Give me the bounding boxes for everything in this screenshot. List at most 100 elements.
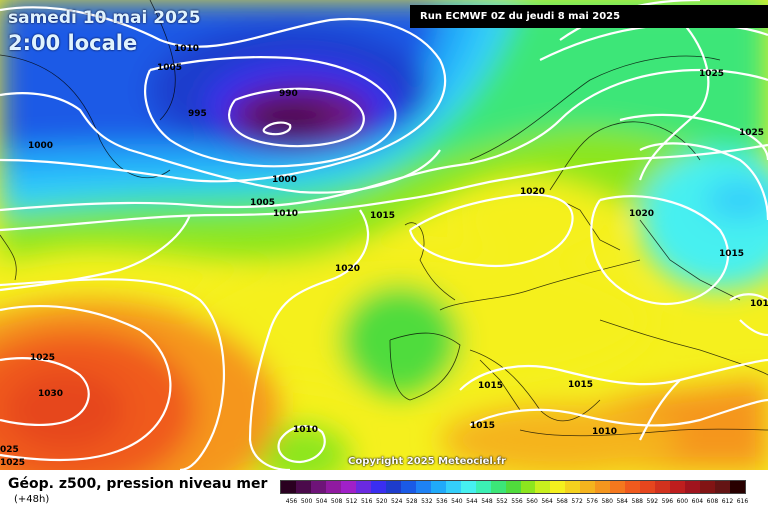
colorbar-tick-label: 524 <box>391 498 403 505</box>
colorbar-swatch <box>670 481 686 493</box>
colorbar <box>280 480 746 494</box>
colorbar-tick-label: 548 <box>481 498 493 505</box>
colorbar-swatch <box>685 481 701 493</box>
colorbar-tick-label: 580 <box>601 498 613 505</box>
colorbar-swatch <box>520 481 536 493</box>
isobar-label: 1010 <box>293 425 318 435</box>
isobar-label: 1030 <box>38 389 63 399</box>
copyright-text: Copyright 2025 Meteociel.fr <box>348 456 506 467</box>
colorbar-swatch <box>281 481 296 493</box>
colorbar-swatch <box>550 481 566 493</box>
colorbar-swatch <box>595 481 611 493</box>
colorbar-swatch <box>565 481 581 493</box>
isobar-label: 101 <box>750 299 768 309</box>
colorbar-tick-label: 544 <box>466 498 478 505</box>
colorbar-tick-label: 568 <box>556 498 568 505</box>
colorbar-tick-label: 564 <box>541 498 553 505</box>
colorbar-swatch <box>370 481 386 493</box>
colorbar-swatch <box>385 481 401 493</box>
colorbar-swatch <box>505 481 521 493</box>
colorbar-swatch <box>415 481 431 493</box>
colorbar-tick-label: 588 <box>631 498 643 505</box>
colorbar-tick-label: 572 <box>571 498 583 505</box>
isobar-label: 1015 <box>370 211 395 221</box>
isobar-label: 1025 <box>739 128 764 138</box>
isobar-label: 1020 <box>629 209 654 219</box>
isobar-label: 1025 <box>30 353 55 363</box>
colorbar-swatch <box>625 481 641 493</box>
colorbar-tick-label: 532 <box>421 498 433 505</box>
isobar-label: 990 <box>279 89 298 99</box>
colorbar-swatch <box>325 481 341 493</box>
isobar-label: 1025 <box>0 458 25 468</box>
colorbar-swatch <box>355 481 371 493</box>
colorbar-swatch <box>340 481 356 493</box>
colorbar-swatch <box>460 481 476 493</box>
colorbar-tick-label: 556 <box>511 498 523 505</box>
colorbar-swatch <box>310 481 326 493</box>
colorbar-tick-label: 516 <box>360 498 373 505</box>
colorbar-tick-label: 520 <box>375 498 388 505</box>
colorbar-swatch <box>610 481 626 493</box>
colorbar-tick-label: 560 <box>526 498 538 505</box>
isobar-labels: 1010 1005 995 990 1000 1000 1005 1010 10… <box>0 44 768 468</box>
isobar-label: 1015 <box>719 249 744 259</box>
colorbar-swatch <box>535 481 551 493</box>
isobar-label: 1015 <box>470 421 495 431</box>
colorbar-ticks: 456 500 504 508 512 516 520 524 528 532 536 540 544 5… <box>280 498 756 508</box>
colorbar-swatch <box>580 481 596 493</box>
colorbar-tick-label: 456 <box>285 498 298 505</box>
colorbar-tick-label: 528 <box>406 498 418 505</box>
colorbar-swatch <box>730 481 746 493</box>
isobar-label: 1000 <box>28 141 53 151</box>
colorbar-tick-label: 540 <box>451 498 463 505</box>
geopotential-map: 1010 1005 995 990 1000 1000 1005 1010 10… <box>0 0 768 470</box>
colorbar-tick-label: 604 <box>691 498 704 505</box>
colorbar-tick-label: 584 <box>616 498 628 505</box>
colorbar-swatch <box>295 481 311 493</box>
isobar-label: 1000 <box>272 175 297 185</box>
isobar-label: 1015 <box>478 381 503 391</box>
run-info-box: Run ECMWF 0Z du jeudi 8 mai 2025 <box>410 5 768 28</box>
colorbar-swatch <box>655 481 671 493</box>
isobar-label: 1025 <box>699 69 724 79</box>
colorbar-tick-label: 536 <box>436 498 448 505</box>
colorbar-swatch <box>700 481 716 493</box>
isobar-label: 995 <box>188 109 207 119</box>
colorbar-tick-label: 592 <box>646 498 659 505</box>
isobar-label: 1015 <box>568 380 593 390</box>
colorbar-tick-label: 504 <box>315 498 328 505</box>
legend-title: Géop. z500, pression niveau mer <box>8 476 268 492</box>
legend-bar: Géop. z500, pression niveau mer (+48h) 4… <box>0 470 768 512</box>
colorbar-tick-label: 612 <box>721 498 734 505</box>
colorbar-swatch <box>715 481 731 493</box>
colorbar-swatch <box>640 481 656 493</box>
isobar-label: 1005 <box>157 63 182 73</box>
colorbar-tick-label: 576 <box>586 498 598 505</box>
colorbar-tick-label: 596 <box>661 498 674 505</box>
colorbar-swatch <box>475 481 491 493</box>
isobar-label: 1020 <box>520 187 545 197</box>
isobar-label: 1005 <box>250 198 275 208</box>
map-date-title: samedi 10 mai 2025 <box>8 8 201 28</box>
colorbar-swatch <box>445 481 461 493</box>
colorbar-tick-label: 512 <box>345 498 358 505</box>
isobar-label: 025 <box>0 445 19 455</box>
colorbar-tick-label: 552 <box>496 498 508 505</box>
colorbar-swatch <box>490 481 506 493</box>
isobars <box>0 0 768 470</box>
colorbar-tick-label: 500 <box>300 498 313 505</box>
legend-subtitle: (+48h) <box>14 494 50 505</box>
colorbar-swatch <box>430 481 446 493</box>
isobar-label: 1010 <box>174 44 199 54</box>
colorbar-tick-label: 600 <box>676 498 689 505</box>
isobar-label: 1010 <box>592 427 617 437</box>
colorbar-tick-label: 616 <box>736 498 749 505</box>
map-local-time: 2:00 locale <box>8 31 138 55</box>
colorbar-tick-label: 608 <box>706 498 719 505</box>
coastlines <box>0 0 768 437</box>
isobar-label: 1020 <box>335 264 360 274</box>
isobar-label: 1010 <box>273 209 298 219</box>
colorbar-tick-label: 508 <box>330 498 343 505</box>
